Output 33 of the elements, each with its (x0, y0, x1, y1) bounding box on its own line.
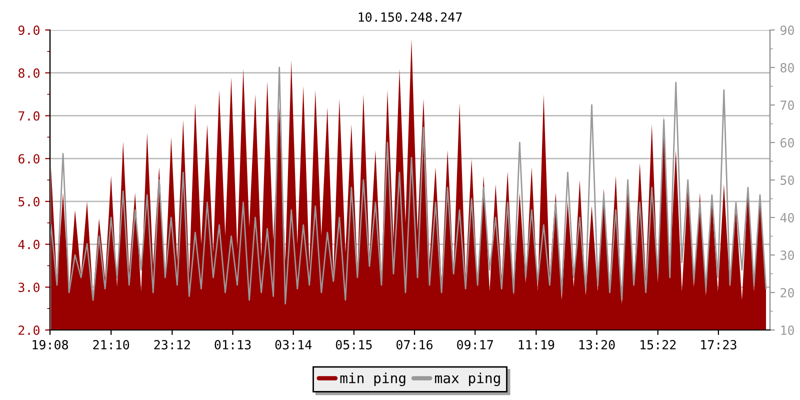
y-tick-label: 7.0 (18, 111, 40, 121)
y-tick-label: 5.0 (18, 196, 40, 206)
y2-tick-label: 30 (780, 250, 794, 260)
y2-tick-label: 90 (780, 26, 794, 35)
y2-tick-label: 60 (780, 138, 794, 148)
x-tick-label: 01:13 (214, 340, 251, 350)
y-tick-label: 8.0 (18, 68, 40, 78)
x-tick-label: 23:12 (154, 340, 190, 350)
x-tick-label: 05:15 (336, 340, 372, 350)
y-tick-label: 2.0 (18, 326, 40, 335)
line-series (50, 66, 767, 304)
x-tick-label: 21:10 (93, 340, 130, 350)
y-tick-label: 9.0 (18, 26, 40, 35)
legend-label: max ping (435, 372, 500, 386)
y2-tick-label: 40 (780, 213, 794, 222)
x-tick-label: 09:17 (457, 340, 493, 350)
x-tick-label: 13:20 (579, 340, 615, 350)
x-tick-label: 11:19 (518, 340, 554, 350)
y2-tick-label: 70 (780, 100, 794, 110)
y-tick-label: 6.0 (18, 154, 40, 164)
x-tick-label: 15:22 (640, 340, 676, 350)
x-tick-label: 19:08 (32, 340, 68, 350)
x-tick-label: 07:16 (396, 340, 433, 350)
y-tick-label: 4.0 (18, 240, 40, 250)
chart-title: 10.150.248.247 (358, 12, 462, 22)
x-tick-label: 03:14 (275, 340, 312, 350)
y2-tick-label: 50 (780, 176, 794, 185)
y2-tick-label: 80 (780, 63, 794, 72)
legend-label: min ping (340, 372, 406, 386)
y-tick-label: 3.0 (18, 282, 40, 292)
x-tick-label: 17:23 (701, 340, 736, 350)
y2-tick-label: 20 (780, 288, 794, 298)
y2-tick-label: 10 (781, 326, 794, 335)
